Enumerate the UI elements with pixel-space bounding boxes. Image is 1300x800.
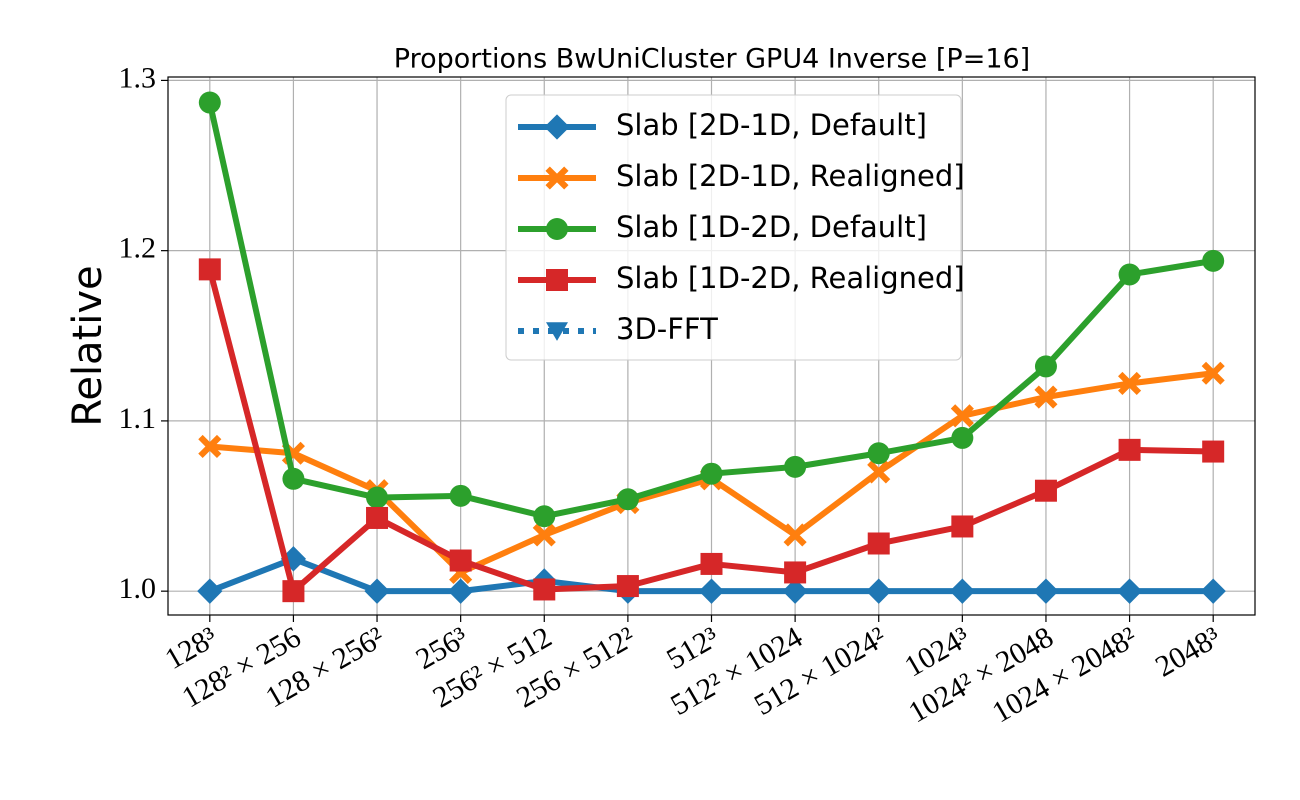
marker [1202,440,1225,463]
marker [198,434,222,458]
legend-label: Slab [1D-2D, Default] [616,210,927,244]
y-tick-label: 1.2 [119,232,157,265]
chart-title: Proportions BwUniCluster GPU4 Inverse [P… [394,44,1030,75]
marker [546,269,568,291]
plot-frame [167,76,1256,616]
legend: Slab [2D-1D, Default] Slab [2D-1D, Realig… [505,94,965,361]
marker [867,460,891,484]
marker [1118,263,1141,286]
marker [449,549,472,572]
marker [532,523,556,547]
marker [782,578,808,604]
marker [1118,371,1142,396]
marker [282,467,305,490]
marker [698,578,725,604]
marker [364,578,390,604]
marker [1118,438,1141,461]
marker [282,580,305,603]
marker [1116,578,1143,604]
marker [700,462,723,485]
marker [544,114,570,140]
y-tick-label: 1.3 [119,61,157,94]
marker [198,91,221,114]
legend-label: Slab [1D-2D, Realigned] [616,261,965,295]
y-tick-label: 1.1 [119,402,157,435]
marker [449,484,472,507]
marker [784,455,807,478]
marker [1034,355,1057,378]
marker [1202,249,1225,272]
marker [1034,479,1057,502]
marker [546,322,568,341]
marker [616,575,639,598]
legend-frame [505,94,962,361]
marker [546,218,568,240]
y-axis-label: Relative [65,265,111,426]
legend-label: Slab [2D-1D, Default] [616,108,927,142]
marker [867,532,890,555]
marker [197,578,223,604]
marker [951,515,974,538]
marker [533,505,556,528]
marker [545,166,569,190]
marker [949,578,975,604]
legend-label: 3D-FFT [616,312,718,346]
marker [784,561,807,584]
marker [1033,578,1059,604]
marker [366,486,389,509]
marker [1200,578,1226,604]
marker [866,578,892,604]
marker [700,552,723,575]
marker [616,488,639,511]
marker [951,426,974,449]
legend-label: Slab [2D-1D, Realigned] [616,159,965,193]
y-tick-label: 1.0 [119,572,157,605]
marker [366,506,389,529]
marker [198,258,221,281]
marker [867,442,890,465]
marker [448,578,474,604]
marker [950,404,974,428]
marker [1201,361,1225,385]
marker [783,523,807,547]
marker [1034,385,1058,409]
marker [533,578,556,601]
